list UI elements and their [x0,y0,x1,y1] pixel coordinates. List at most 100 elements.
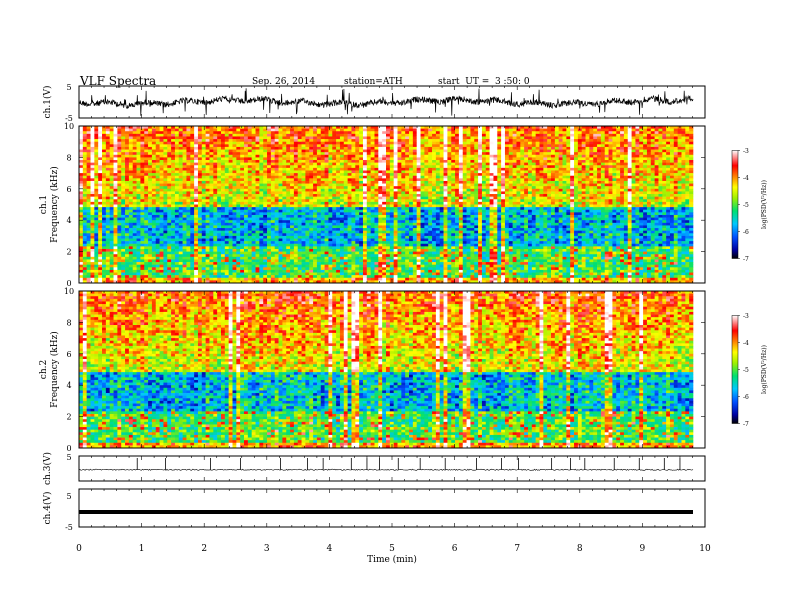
ch1-spectrogram-cell [178,214,183,218]
ch1-spectrogram-cell [251,194,256,197]
ch1-spectrogram-cell [228,178,233,182]
ch1-spectrogram-cell [224,280,229,284]
ch1-spectrogram-cell [213,139,218,142]
ch1-spectrogram-cell [94,233,99,237]
ch1-spectrogram-cell [213,277,218,281]
ch1-spectrogram-cell [94,141,99,145]
ch1-spectrogram-cell [236,170,241,174]
ch1-spectrogram-cell [366,199,371,203]
ch1-spectrogram-cell [278,133,283,137]
ch1-spectrogram-cell [117,167,122,171]
ch1-spectrogram-cell [278,165,283,169]
ch1-spectrogram-cell [351,280,356,284]
ch1-spectrogram-cell [270,136,276,140]
ch1-spectrogram-cell [136,183,141,187]
ch1-spectrogram-cell [278,212,283,216]
ch1-spectrogram-cell [186,128,191,132]
ch1-spectrogram-cell [278,186,283,190]
ch1-spectrogram-cell [86,128,91,132]
ch1-spectrogram-cell [382,173,387,177]
ch1-spectrogram-cell [220,154,226,158]
ch1-spectrogram-cell [232,173,237,177]
ch1-spectrogram-cell [366,272,371,276]
ch1-spectrogram-cell [389,154,394,158]
ch1-spectrogram-cell [174,264,180,268]
ch1-spectrogram-cell [148,262,153,265]
ch1-spectrogram-cell [270,267,276,271]
ch1-spectrogram-cell [232,144,237,148]
ch1-spectrogram-cell [102,238,107,242]
ch1-spectrogram-cell [305,254,310,258]
ch1-spectrogram-cell [159,272,164,276]
ch1-spectrogram-cell [105,212,110,216]
ch1-spectrogram-cell [201,209,206,213]
ch1-spectrogram-cell [86,165,91,169]
ch1-spectrogram-cell [286,191,291,195]
ch1-spectrogram-cell [190,238,195,242]
ch1-spectrogram-cell [217,241,222,245]
ch1-spectrogram-cell [297,235,302,239]
ch1-spectrogram-cell [90,214,95,218]
ch1-spectrogram-cell [247,212,252,216]
ch1-spectrogram-cell [282,214,287,218]
ch1-spectrogram-cell [382,280,387,284]
ch1-spectrogram-cell [378,228,383,231]
ch1-spectrogram-cell [301,230,306,234]
ch1-spectrogram-cell [197,243,203,247]
ch1-spectrogram-cell [205,167,210,171]
ch1-spectrogram-cell [182,204,187,208]
ch1-spectrogram-cell [155,280,160,284]
ch1-spectrogram-cell [232,230,237,234]
ch1-spectrogram-cell [359,204,364,208]
ch1-spectrogram-cell [343,280,348,284]
ch1-spectrogram-cell [109,191,114,195]
ch1-spectrogram-cell [382,267,387,271]
ch1-spectrogram-cell [98,167,103,171]
ch1-spectrogram-cell [125,157,130,161]
ch1-spectrogram-cell [209,275,214,279]
ch1-spectrogram-cell [270,248,276,252]
ch1-spectrogram-cell [378,269,383,273]
ch1-spectrogram-cell [213,243,218,247]
ch1-spectrogram-cell [155,167,160,171]
ch1-spectrogram-cell [79,160,84,163]
ch1-spectrogram-cell [102,196,107,200]
ch1-spectrogram-cell [286,188,291,192]
ch1-spectrogram-cell [220,146,226,150]
ch1-spectrogram-cell [382,272,387,276]
ch1-spectrogram-cell [190,141,195,145]
ch1-spectrogram-cell [255,170,260,174]
ch1-spectrogram-cell [105,241,110,245]
ch1-spectrogram-cell [305,235,310,239]
ch1-spectrogram-cell [117,149,122,153]
ch1-spectrogram-cell [236,141,241,145]
ch1-spectrogram-cell [301,272,306,276]
ch1-spectrogram-cell [267,269,272,273]
ch1-spectrogram-cell [224,165,229,169]
ch1-spectrogram-cell [270,131,276,135]
ch1-spectrogram-cell [232,139,237,142]
ch1-spectrogram-cell [328,131,333,135]
ch1-spectrogram-cell [347,217,352,221]
ch1-spectrogram-cell [98,251,103,255]
ch1-spectrogram-cell [148,196,153,200]
ch1-spectrogram-cell [148,259,153,263]
ch1-spectrogram-cell [186,157,191,161]
ch1-spectrogram-cell [205,180,210,184]
ch1-spectrogram-cell [355,248,360,252]
ch1-spectrogram-cell [228,233,233,237]
ch1-spectrogram-cell [213,157,218,161]
ch1-spectrogram-cell [155,204,160,208]
ch1-spectrogram-cell [79,146,84,150]
ch1-spectrogram-cell [174,267,180,271]
ch1-spectrogram-cell [386,238,391,242]
ch1-spectrogram-cell [194,126,199,129]
ch1-spectrogram-cell [351,204,356,208]
ch1-spectrogram-cell [163,228,168,231]
ch1-spectrogram-cell [351,228,356,231]
ch1-spectrogram-cell [194,146,199,150]
ch1-spectrogram-cell [270,214,276,218]
ch1-spectrogram-cell [128,165,134,169]
ch1-spectrogram-cell [128,262,134,265]
ch1-spectrogram-cell [201,154,206,158]
